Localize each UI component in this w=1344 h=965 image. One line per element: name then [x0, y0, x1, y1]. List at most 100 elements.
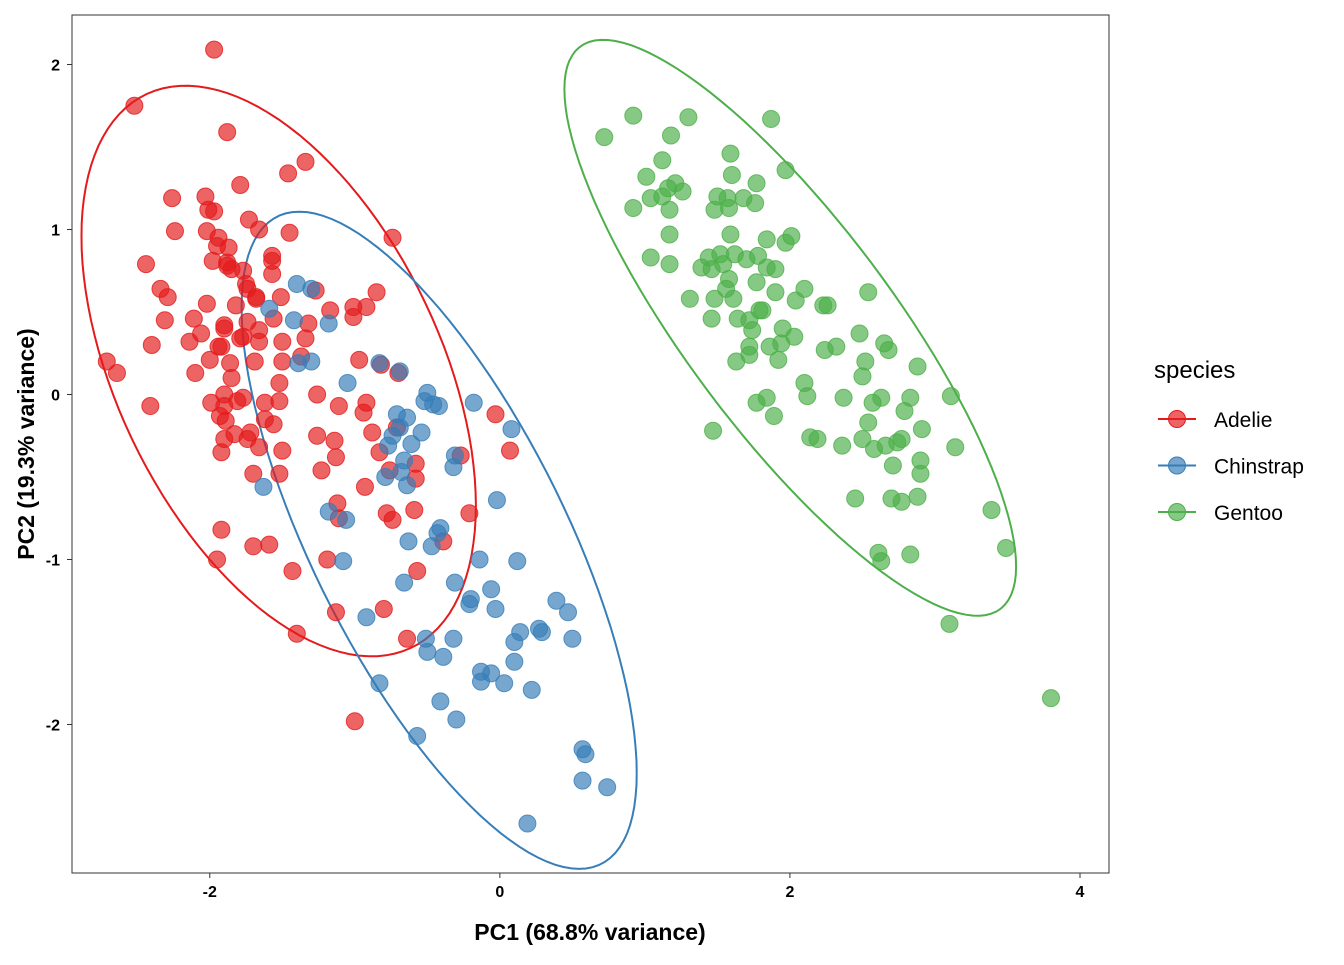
point-chinstrap	[447, 710, 466, 729]
point-chinstrap	[434, 647, 453, 666]
point-adelie	[158, 288, 177, 307]
point-chinstrap	[408, 727, 427, 746]
point-adelie	[355, 477, 374, 496]
point-adelie	[234, 388, 253, 407]
x-tick-label: -2	[203, 884, 217, 901]
y-tick-label: 0	[51, 388, 60, 405]
point-adelie	[218, 123, 237, 142]
point-adelie	[308, 385, 327, 404]
point-chinstrap	[302, 279, 321, 298]
point-gentoo	[859, 413, 878, 432]
point-chinstrap	[511, 623, 530, 642]
point-gentoo	[637, 167, 656, 186]
point-adelie	[202, 393, 221, 412]
point-gentoo	[912, 420, 931, 439]
point-adelie	[486, 405, 505, 424]
point-adelie	[208, 550, 227, 569]
legend-item-adelie: Adelie	[1158, 409, 1272, 432]
point-adelie	[155, 311, 174, 330]
y-tick-label: -2	[46, 718, 60, 735]
point-adelie	[97, 352, 116, 371]
point-gentoo	[679, 108, 698, 127]
point-adelie	[212, 520, 231, 539]
legend-item-gentoo: Gentoo	[1158, 502, 1283, 525]
point-adelie	[184, 309, 203, 328]
point-adelie	[405, 501, 424, 519]
point-adelie	[270, 464, 289, 483]
point-gentoo	[762, 109, 781, 128]
point-gentoo	[883, 456, 902, 475]
point-adelie	[250, 220, 269, 239]
legend-label: Chinstrap	[1214, 456, 1304, 479]
point-chinstrap	[471, 672, 490, 691]
point-gentoo	[641, 189, 660, 208]
point-chinstrap	[487, 491, 506, 510]
x-tick-label: 2	[785, 884, 794, 901]
legend-key-point	[1168, 410, 1186, 428]
point-adelie	[270, 392, 289, 411]
point-adelie	[180, 332, 199, 351]
point-gentoo	[721, 144, 740, 163]
point-gentoo	[727, 352, 746, 371]
point-adelie	[247, 288, 266, 307]
point-gentoo	[746, 194, 765, 213]
point-gentoo	[846, 489, 865, 508]
legend-key-point	[1168, 456, 1186, 475]
point-adelie	[296, 329, 315, 348]
point-gentoo	[872, 388, 891, 407]
point-chinstrap	[576, 745, 595, 764]
point-gentoo	[782, 227, 801, 246]
y-tick-label: -1	[46, 553, 60, 570]
point-adelie	[226, 296, 245, 315]
point-chinstrap	[563, 629, 582, 648]
point-adelie	[197, 294, 216, 313]
point-chinstrap	[429, 397, 448, 416]
point-gentoo	[853, 430, 872, 449]
point-adelie	[205, 202, 224, 221]
point-gentoo	[859, 283, 878, 302]
point-adelie	[215, 316, 234, 335]
point-gentoo	[624, 106, 643, 125]
point-adelie	[238, 312, 257, 331]
point-chinstrap	[302, 352, 321, 371]
point-chinstrap	[412, 423, 431, 442]
point-chinstrap	[445, 573, 464, 592]
point-adelie	[273, 332, 292, 351]
point-gentoo	[833, 436, 852, 455]
point-gentoo	[818, 296, 837, 315]
point-gentoo	[641, 248, 660, 267]
point-chinstrap	[486, 600, 505, 618]
point-gentoo	[750, 301, 769, 320]
point-chinstrap	[254, 477, 273, 496]
point-adelie	[374, 600, 393, 618]
point-chinstrap	[518, 814, 537, 833]
legend-label: Adelie	[1214, 409, 1272, 432]
point-adelie	[408, 562, 427, 581]
point-gentoo	[673, 182, 692, 201]
point-adelie	[308, 426, 327, 445]
point-adelie	[350, 350, 369, 369]
legend: species Adelie Chinstrap Gentoo	[1154, 357, 1304, 525]
point-gentoo	[946, 438, 965, 457]
point-gentoo	[757, 388, 776, 407]
point-chinstrap	[379, 436, 398, 455]
point-gentoo	[808, 430, 827, 449]
point-gentoo	[728, 309, 747, 328]
point-gentoo	[892, 492, 911, 511]
point-adelie	[244, 537, 263, 556]
point-adelie	[354, 403, 373, 422]
point-adelie	[231, 175, 250, 194]
point-gentoo	[722, 166, 741, 185]
point-gentoo	[704, 421, 723, 440]
point-adelie	[231, 329, 250, 348]
point-adelie	[165, 222, 184, 241]
point-gentoo	[911, 464, 930, 483]
point-gentoo	[660, 225, 679, 244]
point-adelie	[318, 550, 337, 569]
point-gentoo	[747, 174, 766, 193]
point-adelie	[244, 464, 263, 483]
point-gentoo	[747, 273, 766, 292]
point-adelie	[460, 504, 479, 523]
point-gentoo	[660, 255, 679, 274]
